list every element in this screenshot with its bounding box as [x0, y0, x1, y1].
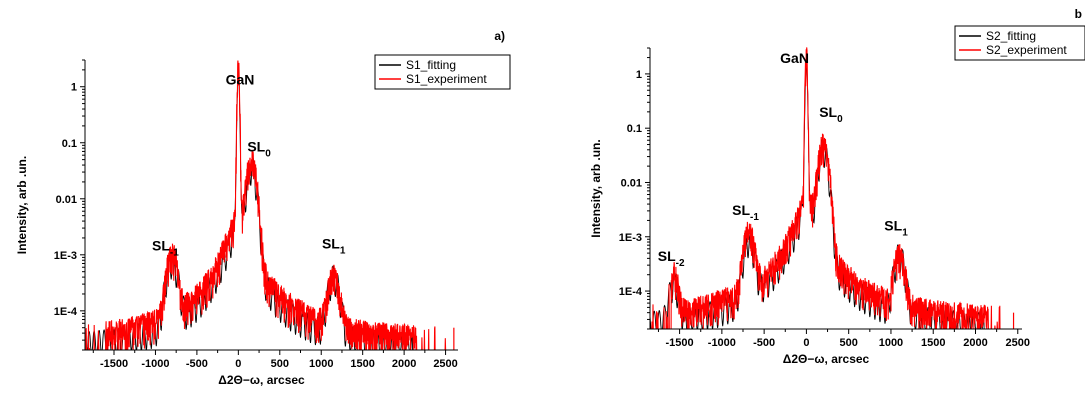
peak-label: SL-1 — [152, 237, 179, 258]
peak-label: SL1 — [884, 218, 908, 239]
y-tick-label: 1E-3 — [619, 232, 642, 244]
peak-label: SL-1 — [732, 202, 759, 223]
y-axis-title: Intensity, arb .un. — [15, 156, 29, 254]
y-tick-label: 1 — [71, 82, 77, 94]
y-tick-label: 0.01 — [56, 194, 77, 206]
peak-label: SL0 — [819, 104, 843, 125]
y-tick-label: 1E-4 — [54, 306, 78, 318]
x-tick-label: 1000 — [309, 358, 333, 370]
y-tick-label: 0.01 — [621, 177, 642, 189]
x-tick-label: -1000 — [708, 337, 736, 349]
x-tick-label: 0 — [235, 358, 241, 370]
panel-a-chart: -1500 -1000 -500 0 500 1000 1500 2000 2500 1E-4 1E… — [15, 29, 511, 387]
x-tick-label: -500 — [753, 337, 775, 349]
x-tick-label: 2500 — [1006, 337, 1030, 349]
peak-label: GaN — [226, 71, 255, 87]
x-tick-label: -1500 — [666, 337, 694, 349]
y-axis-title: Intensity, arb .un. — [589, 139, 603, 237]
x-tick-label: 1500 — [350, 358, 374, 370]
x-tick-label: 1000 — [879, 337, 903, 349]
legend-entry: S2_experiment — [986, 43, 1067, 57]
peak-label: SL1 — [322, 235, 346, 256]
x-axis-title: Δ2Θ−ω, arcsec — [218, 373, 305, 387]
x-axis-title: Δ2Θ−ω, arcsec — [783, 352, 870, 366]
x-tick-label: -500 — [186, 358, 208, 370]
series-S2_experiment — [650, 47, 1022, 329]
panel-label: b — [1075, 7, 1082, 21]
x-tick-label: -1000 — [141, 358, 169, 370]
legend-box — [374, 54, 511, 90]
x-tick-label: -1500 — [100, 358, 128, 370]
series-S1_experiment — [85, 60, 458, 350]
panel-label: a) — [494, 29, 505, 43]
y-tick-label: 1E-3 — [54, 250, 77, 262]
series-S1_fitting — [85, 73, 458, 350]
x-tick-label: 0 — [803, 337, 809, 349]
y-tick-label: 1E-4 — [619, 286, 643, 298]
y-tick-label: 1 — [636, 69, 642, 81]
legend-entry: S2_fitting — [986, 29, 1036, 43]
x-tick-label: 1500 — [921, 337, 945, 349]
panel-b-chart: -1500 -1000 -500 0 500 1000 1500 2000 2500 1E-4 1E… — [589, 7, 1085, 366]
x-tick-label: 2000 — [963, 337, 987, 349]
y-tick-label: 0.1 — [62, 138, 77, 150]
peak-label: SL0 — [247, 138, 271, 159]
legend-box — [954, 25, 1085, 61]
peak-label: GaN — [780, 50, 809, 66]
x-tick-label: 2500 — [433, 358, 457, 370]
peak-label: SL-2 — [658, 248, 685, 269]
x-tick-label: 500 — [840, 337, 858, 349]
y-tick-label: 0.1 — [627, 123, 642, 135]
legend-entry: S1_experiment — [406, 72, 487, 86]
x-tick-label: 2000 — [392, 358, 416, 370]
x-tick-label: 500 — [271, 358, 289, 370]
legend-entry: S1_fitting — [406, 58, 456, 72]
